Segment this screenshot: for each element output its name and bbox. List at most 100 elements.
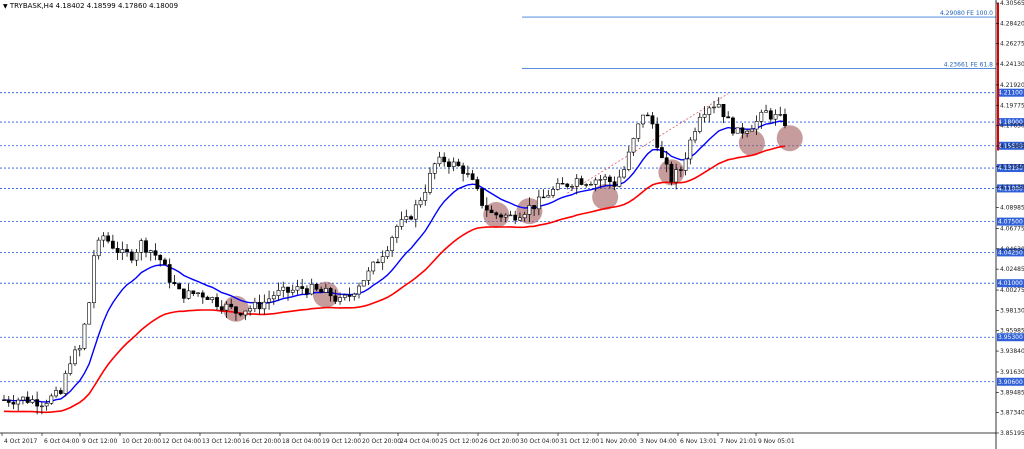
- candle-body: [712, 106, 716, 109]
- candle-body: [295, 286, 300, 291]
- y-tick-label: 4.26275: [1000, 41, 1024, 48]
- candle-body: [683, 158, 688, 171]
- candle-body: [626, 151, 631, 170]
- candle-body: [144, 240, 148, 253]
- y-tick-label: 3.87340: [1000, 410, 1024, 417]
- candle-body: [319, 288, 324, 293]
- candle-body: [196, 292, 200, 294]
- candle-body: [210, 297, 215, 300]
- candle-body: [290, 289, 295, 293]
- x-tick-label: 20 Oct 20:00: [362, 438, 401, 445]
- candle-body: [177, 283, 182, 290]
- candle-body: [484, 205, 489, 211]
- candle-body: [49, 395, 54, 404]
- candle-body: [527, 205, 532, 215]
- ema-slow-line: [3, 145, 786, 414]
- candle-body: [172, 282, 177, 285]
- candle-body: [205, 296, 210, 300]
- candle-body: [726, 116, 731, 119]
- candle-body: [224, 303, 229, 311]
- candle-body: [167, 264, 172, 283]
- y-tick-label: 4.28420: [1000, 20, 1024, 27]
- candle-body: [593, 179, 598, 185]
- candle-body: [92, 255, 96, 304]
- x-tick-label: 18 Oct 04:00: [282, 438, 321, 445]
- candle-body: [551, 189, 555, 196]
- x-tick-label: 9 Nov 05:01: [758, 438, 795, 445]
- candle-body: [612, 181, 617, 187]
- y-tick-label: 3.91630: [1000, 369, 1024, 376]
- candle-body: [11, 402, 16, 405]
- candle-body: [399, 219, 404, 227]
- candle-body: [314, 283, 319, 290]
- candle-body: [6, 399, 11, 403]
- candle-body: [361, 280, 366, 287]
- candle-body: [125, 249, 129, 253]
- highlight-circle: [776, 125, 803, 152]
- candle-body: [423, 192, 428, 201]
- candle-body: [716, 104, 721, 108]
- candle-body: [731, 117, 735, 134]
- candles: [2, 97, 787, 415]
- candle-body: [58, 390, 63, 394]
- candle-body: [281, 286, 286, 291]
- candle-body: [73, 349, 77, 365]
- candle-body: [678, 169, 683, 171]
- candle-body: [234, 306, 238, 314]
- support-resistance-levels: 4.21100 4.18000 4.15500 4.13150 4.11000 4.075…: [0, 88, 1024, 386]
- candle-body: [404, 216, 409, 220]
- candle-body: [35, 399, 40, 407]
- candle-body: [106, 235, 111, 242]
- fibonacci-expansion: 4.29080 FE 100.0 4.23661 FE 61.8: [522, 10, 996, 194]
- candle-body: [508, 214, 513, 217]
- fib-label: 4.29080 FE 100.0: [940, 10, 993, 17]
- y-tick-label: 4.19775: [1000, 102, 1024, 109]
- candle-body: [773, 114, 778, 120]
- x-tick-label: 16 Oct 20:00: [242, 438, 281, 445]
- candle-body: [442, 156, 447, 163]
- x-tick-label: 6 Nov 13:01: [680, 438, 717, 445]
- candle-body: [655, 123, 660, 148]
- fib-label: 4.23661 FE 61.8: [944, 61, 993, 68]
- candle-body: [518, 217, 522, 221]
- candle-body: [409, 216, 413, 220]
- candle-body: [607, 176, 612, 183]
- candle-body: [215, 297, 219, 307]
- candle-body: [54, 390, 58, 397]
- candle-body: [394, 226, 399, 238]
- candle-body: [513, 214, 518, 221]
- candle-body: [338, 297, 342, 302]
- candle-body: [541, 196, 546, 199]
- candle-body: [622, 169, 626, 178]
- candle-body: [589, 184, 593, 186]
- candle-body: [110, 240, 115, 249]
- highlight-circle: [738, 129, 765, 156]
- candle-body: [465, 173, 470, 175]
- candle-body: [139, 240, 144, 253]
- fib-connector: [567, 93, 729, 194]
- candle-body: [219, 306, 224, 311]
- candle-body: [418, 200, 423, 206]
- triangle-down-icon[interactable]: ▼: [3, 3, 8, 10]
- level-label-bg: [997, 377, 1024, 386]
- candle-body: [309, 283, 314, 295]
- y-tick-label: 3.89485: [1000, 389, 1024, 396]
- candle-body: [461, 165, 466, 174]
- candle-body: [134, 252, 139, 261]
- level-label: 4.04250: [998, 249, 1023, 256]
- candle-body: [271, 295, 276, 300]
- candle-body: [598, 179, 603, 181]
- x-tick-label: 7 Nov 21:01: [720, 438, 757, 445]
- level-label-bg: [997, 279, 1024, 288]
- y-tick-label: 4.00275: [1000, 287, 1024, 294]
- level-label-bg: [997, 184, 1024, 193]
- candle-body: [740, 127, 745, 134]
- x-tick-label: 6 Oct 04:00: [44, 438, 79, 445]
- candle-body: [68, 363, 73, 374]
- x-tick-label: 3 Nov 04:00: [640, 438, 677, 445]
- candle-body: [371, 261, 376, 272]
- candle-body: [153, 250, 158, 256]
- candle-body: [390, 237, 395, 251]
